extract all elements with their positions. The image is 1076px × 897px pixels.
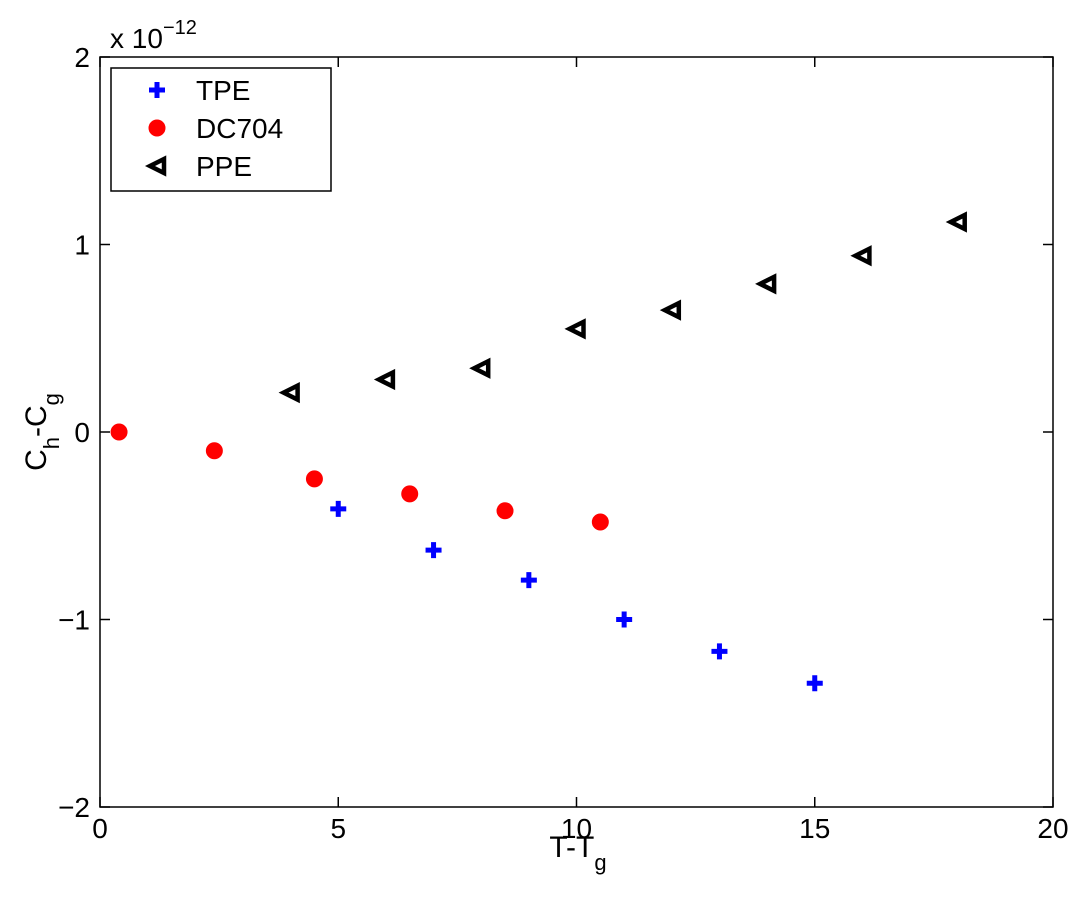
data-point-ppe — [659, 299, 682, 321]
data-point-dc704 — [496, 502, 514, 520]
y-tick-label: 1 — [74, 230, 90, 261]
x-tick-label: 15 — [799, 813, 830, 844]
legend: TPE DC704 PPE — [110, 67, 332, 192]
data-point-ppe — [469, 357, 491, 379]
x-tick-label: 0 — [92, 813, 108, 844]
data-point-ppe — [850, 245, 872, 267]
y-multiplier-exponent: −12 — [163, 17, 197, 39]
legend-label-tpe: TPE — [196, 75, 250, 106]
y-axis-title-main: C — [20, 449, 53, 471]
series-dc704 — [110, 423, 609, 531]
data-point-tpe — [711, 643, 728, 660]
data-point-tpe — [425, 542, 442, 559]
data-point-tpe — [330, 500, 347, 517]
data-point-tpe — [520, 572, 537, 589]
y-axis-title: Ch-Cg — [20, 393, 64, 471]
y-tick-label: 0 — [74, 417, 90, 448]
series-ppe — [278, 211, 967, 404]
y-axis-title-sub1: h — [39, 437, 64, 449]
x-tick-labels: 0 5 10 15 20 — [92, 813, 1068, 844]
y-axis-title-sub2: g — [39, 393, 64, 405]
y-multiplier: x 10−12 — [110, 17, 197, 54]
series-tpe — [330, 500, 823, 692]
y-tick-label: −2 — [58, 792, 90, 823]
x-tick-label: 20 — [1037, 813, 1068, 844]
data-point-ppe — [278, 381, 300, 404]
data-point-tpe — [806, 675, 823, 692]
data-point-dc704 — [401, 485, 419, 503]
y-multiplier-prefix: x 10 — [110, 23, 163, 54]
data-point-tpe — [616, 611, 633, 628]
data-points — [110, 211, 967, 692]
data-point-ppe — [945, 211, 967, 233]
legend-label-ppe: PPE — [196, 151, 252, 182]
data-point-ppe — [373, 368, 396, 391]
x-tick-label: 10 — [561, 813, 592, 844]
x-axis-title-sub: g — [594, 850, 606, 875]
x-axis-title-main: T-T — [549, 831, 594, 864]
legend-label-dc704: DC704 — [196, 113, 283, 144]
axis-ticks — [99, 56, 1054, 808]
legend-marker-tpe — [149, 82, 165, 98]
legend-marker-ppe — [144, 155, 167, 177]
x-axis-title: T-Tg — [549, 831, 606, 875]
y-tick-label: 2 — [74, 42, 90, 73]
data-point-dc704 — [205, 442, 223, 460]
legend-marker-dc704 — [148, 119, 166, 137]
data-point-dc704 — [591, 513, 609, 531]
data-point-dc704 — [305, 470, 323, 488]
data-point-ppe — [564, 318, 586, 340]
y-tick-labels: −2 −1 0 1 2 — [58, 42, 90, 823]
y-tick-label: −1 — [58, 605, 90, 636]
x-tick-label: 5 — [330, 813, 346, 844]
y-axis-title-mid: -C — [20, 405, 53, 437]
data-point-dc704 — [110, 423, 128, 441]
legend-box — [110, 67, 332, 192]
data-point-ppe — [755, 273, 777, 295]
